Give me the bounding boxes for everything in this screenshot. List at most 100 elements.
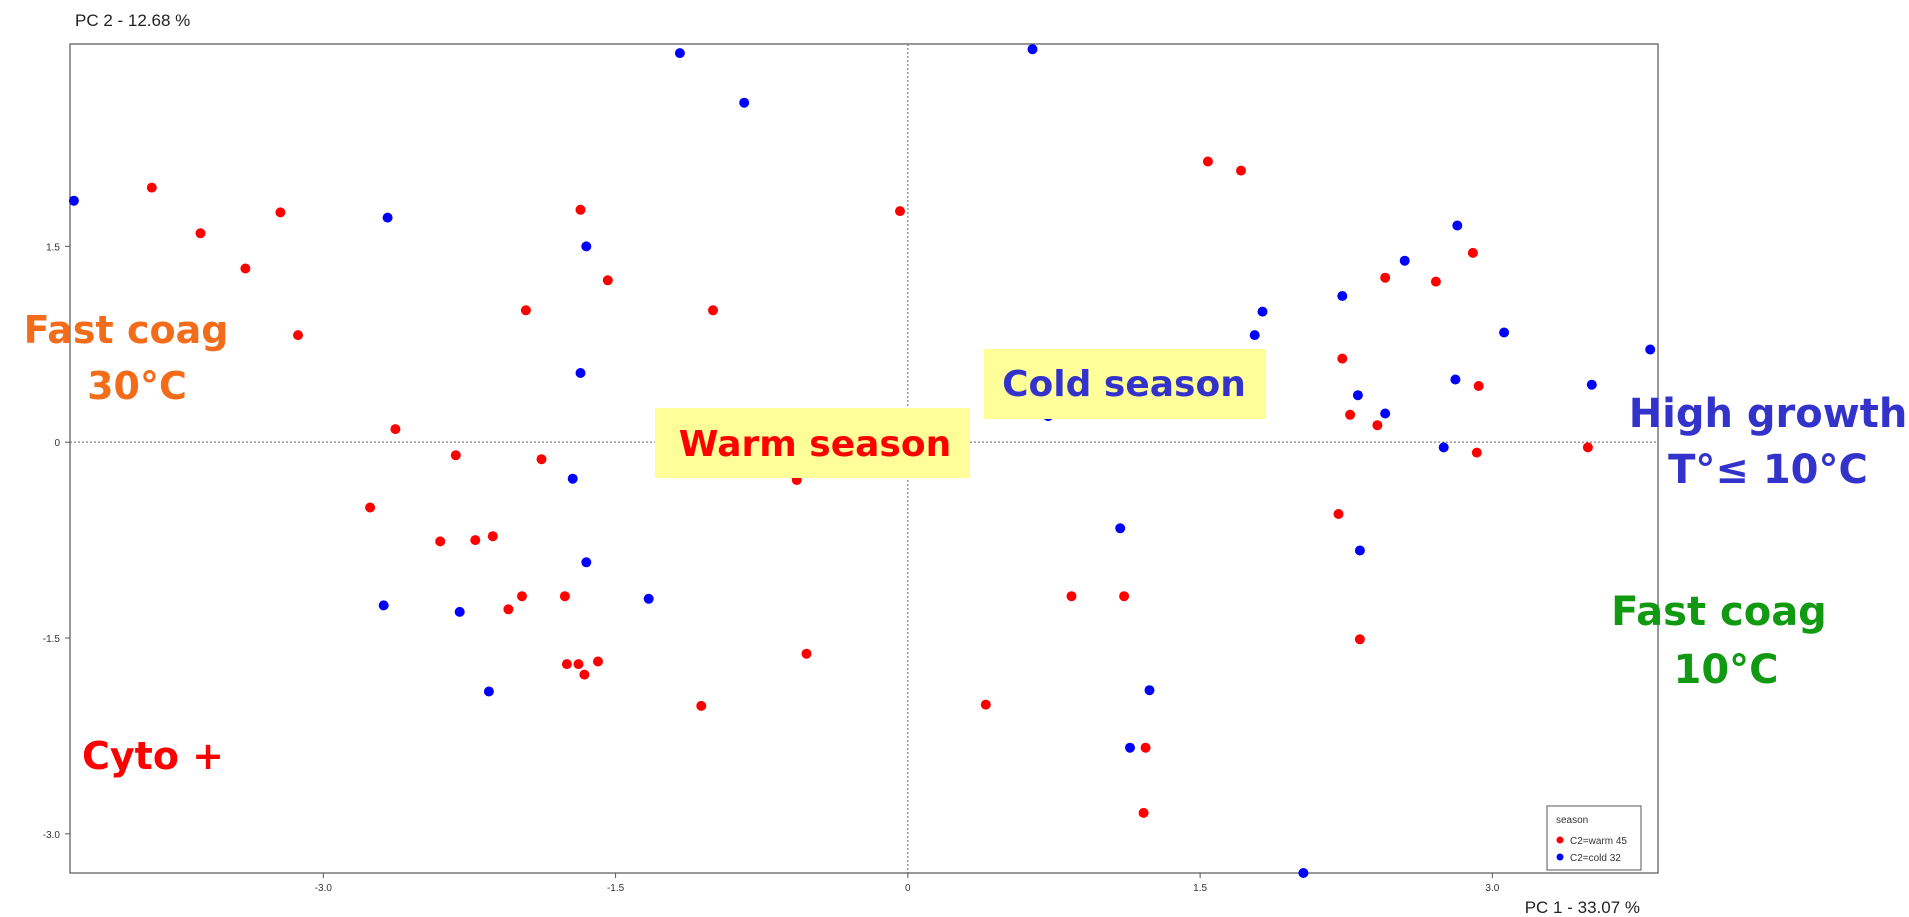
data-point-cold: [1352, 390, 1363, 401]
data-point-cold: [1586, 379, 1597, 390]
annotation-temp-10: T°≤ 10°C: [1668, 447, 1868, 493]
data-point-cold: [581, 241, 592, 252]
legend-entry-cold: C2=cold 32: [1570, 853, 1621, 864]
data-point-warm: [895, 206, 905, 217]
x-tick-label: -1.5: [607, 883, 625, 894]
data-point-warm: [1337, 353, 1348, 364]
y-axis-title: PC 2 - 12.68 %: [75, 11, 190, 30]
data-point-cold: [1380, 408, 1391, 419]
data-point-warm: [1119, 591, 1130, 602]
data-point-warm: [696, 700, 707, 711]
data-point-warm: [1066, 591, 1077, 602]
data-point-warm: [602, 275, 613, 286]
data-point-warm: [487, 531, 498, 542]
data-point-warm: [470, 535, 481, 546]
data-point-cold: [454, 606, 465, 617]
data-point-cold: [567, 473, 578, 484]
data-point-warm: [1380, 272, 1391, 283]
data-point-warm: [1582, 442, 1593, 453]
data-point-cold: [1337, 291, 1348, 301]
legend-box: [1546, 805, 1642, 871]
annotations: Fast coag 30°C Cyto + Warm season Cold seaso…: [24, 308, 1908, 778]
annotation-cold-season: Cold season: [1002, 364, 1246, 405]
legend-marker-cold: [1556, 853, 1564, 861]
data-point-cold: [1249, 330, 1260, 341]
x-tick-label: 3.0: [1485, 883, 1499, 894]
x-tick-label: 0: [905, 883, 911, 894]
data-point-warm: [593, 656, 603, 667]
data-point-cold: [1645, 344, 1656, 355]
data-points: [68, 44, 1656, 878]
annotation-fast-coag-30: Fast coag: [24, 308, 229, 352]
data-point-warm: [573, 659, 584, 670]
data-point-warm: [559, 591, 570, 602]
data-point-cold: [68, 195, 79, 206]
data-point-warm: [1140, 742, 1151, 753]
y-tick-label: 1.5: [46, 242, 60, 253]
y-tick-label: -3.0: [43, 830, 61, 841]
annotation-high-growth: High growth: [1629, 391, 1908, 437]
annotation-30c: 30°C: [87, 364, 187, 408]
reference-lines: [70, 44, 1658, 873]
data-point-cold: [643, 593, 654, 604]
annotation-cold-season-bg: [984, 349, 1266, 419]
data-point-warm: [365, 502, 376, 513]
data-point-warm: [1430, 276, 1441, 287]
data-point-cold: [1144, 685, 1155, 696]
data-point-cold: [1125, 742, 1135, 753]
data-point-cold: [739, 97, 750, 108]
data-point-cold: [1438, 442, 1449, 453]
data-point-cold: [1115, 523, 1126, 534]
annotation-cyto-plus: Cyto +: [82, 734, 224, 778]
data-point-warm: [517, 591, 527, 602]
legend-marker-warm: [1556, 836, 1564, 844]
data-point-cold: [1450, 374, 1461, 385]
data-point-cold: [382, 212, 393, 223]
x-tick-label: 1.5: [1193, 883, 1207, 894]
data-point-warm: [980, 699, 991, 710]
data-point-cold: [1257, 306, 1268, 317]
axis-ticks: -3.0 -1.5 0 1.5 3.0 1.5 0 -1.5 -3.0: [43, 242, 1500, 894]
data-point-warm: [575, 204, 586, 215]
data-point-warm: [536, 454, 547, 465]
data-point-warm: [1138, 807, 1149, 818]
data-point-warm: [520, 305, 531, 316]
data-point-warm: [708, 305, 718, 316]
data-point-cold: [483, 686, 494, 697]
data-point-warm: [275, 207, 286, 218]
annotation-warm-season: Warm season: [679, 424, 951, 465]
data-point-cold: [674, 48, 685, 59]
data-point-warm: [1345, 409, 1356, 420]
data-point-warm: [1467, 247, 1478, 258]
data-point-warm: [801, 648, 812, 659]
data-point-cold: [1399, 255, 1410, 266]
data-point-warm: [1471, 447, 1482, 458]
data-point-warm: [390, 424, 401, 435]
data-point-warm: [579, 669, 590, 680]
data-point-warm: [240, 263, 251, 274]
data-point-warm: [195, 228, 206, 239]
legend-title: season: [1556, 815, 1588, 826]
data-point-warm: [1333, 509, 1344, 519]
legend-entry-warm: C2=warm 45: [1570, 836, 1627, 847]
data-point-cold: [1027, 44, 1038, 55]
data-point-cold: [1452, 220, 1463, 231]
y-tick-label: -1.5: [43, 634, 61, 645]
data-point-warm: [1473, 381, 1484, 391]
data-point-cold: [1354, 545, 1365, 556]
data-point-warm: [1372, 420, 1383, 431]
x-tick-label: -3.0: [315, 883, 333, 894]
data-point-warm: [1354, 634, 1365, 645]
data-point-warm: [1202, 156, 1213, 167]
data-point-cold: [581, 557, 592, 568]
data-point-cold: [575, 368, 586, 378]
data-point-cold: [378, 600, 389, 611]
data-point-warm: [435, 536, 446, 547]
x-axis-title: PC 1 - 33.07 %: [1525, 898, 1640, 917]
legend: season C2=warm 45 C2=cold 32: [1546, 805, 1642, 871]
data-point-warm: [450, 450, 461, 461]
data-point-warm: [561, 659, 572, 670]
data-point-warm: [146, 182, 157, 193]
annotation-10c: 10°C: [1673, 647, 1778, 693]
